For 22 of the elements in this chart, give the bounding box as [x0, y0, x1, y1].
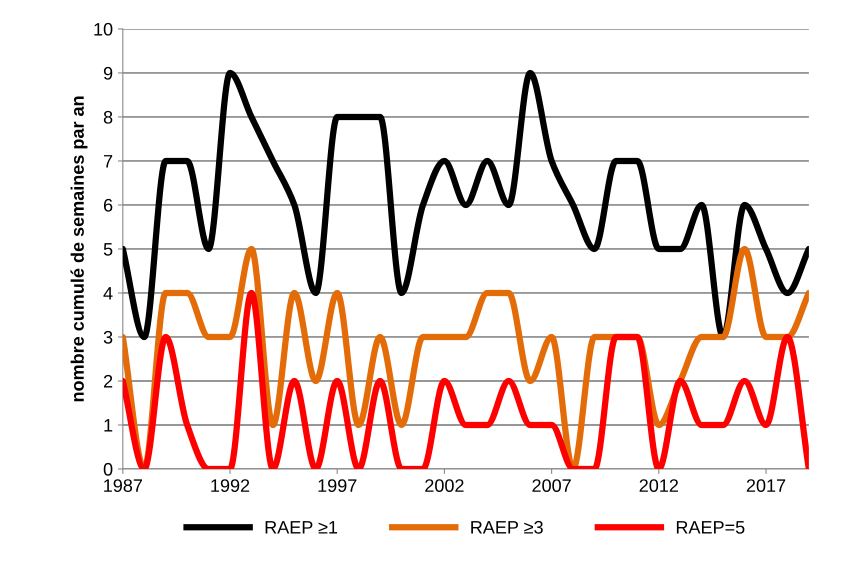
- x-tick-label: 2012: [640, 479, 678, 492]
- y-tick-label: 5: [104, 243, 112, 256]
- y-tick-label: 6: [104, 198, 112, 212]
- legend-label: RAEP=5: [676, 521, 744, 534]
- y-tick-label: 4: [103, 287, 113, 300]
- x-tick-label: 2017: [746, 479, 786, 492]
- x-tick-label: 1997: [318, 479, 356, 492]
- y-axis-title: nombre cumulé de semaines par an: [70, 96, 88, 402]
- y-tick-label: 2: [104, 374, 112, 388]
- legend-label: RAEP ≥3: [471, 520, 543, 534]
- x-tick-label: 2007: [532, 479, 571, 492]
- y-tick-label: 0: [104, 462, 112, 476]
- x-tick-label: 1992: [211, 479, 250, 492]
- x-tick-label: 1987: [104, 479, 142, 492]
- x-tick-label: 2002: [425, 479, 464, 492]
- y-tick-label: 3: [104, 330, 112, 344]
- y-tick-label: 7: [104, 155, 112, 168]
- y-tick-label: 8: [104, 110, 112, 124]
- y-tick-label: 10: [94, 22, 112, 36]
- y-tick-label: 1: [104, 419, 112, 432]
- y-tick-label: 9: [104, 66, 112, 80]
- legend-label: RAEP ≥1: [266, 521, 338, 534]
